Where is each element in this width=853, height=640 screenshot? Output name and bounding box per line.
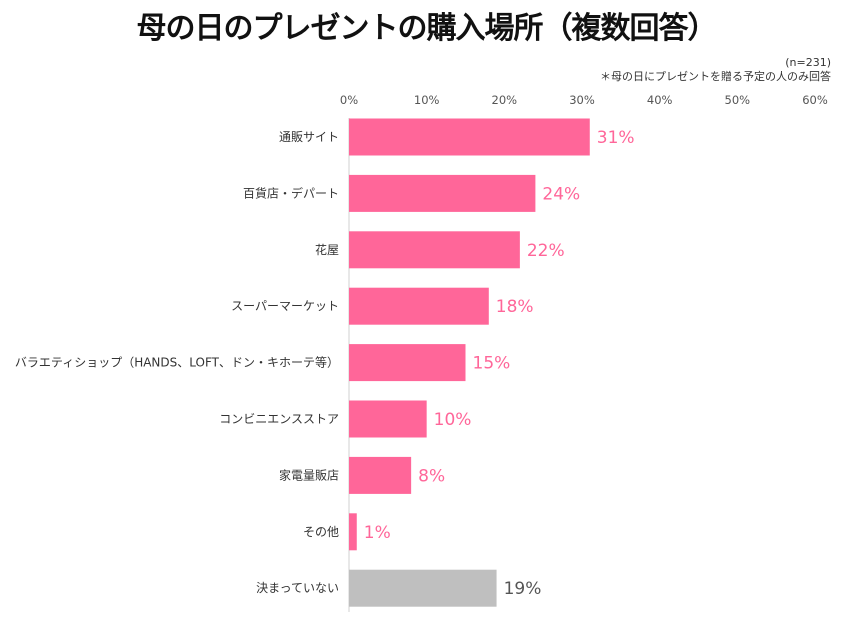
category-label: 通販サイト <box>279 130 339 144</box>
data-label: 24% <box>542 184 580 204</box>
bar <box>349 231 520 269</box>
x-tick-label: 0% <box>340 93 358 107</box>
data-label: 18% <box>496 297 534 317</box>
bar <box>349 456 412 494</box>
bar <box>349 569 497 607</box>
respondent-note: ＊母の日にプレゼントを贈る予定の人のみ回答 <box>600 70 831 83</box>
category-label: 家電量販店 <box>279 467 339 482</box>
category-label: 決まっていない <box>256 581 339 595</box>
category-label: バラエティショップ（HANDS、LOFT、ドン・キホーテ等） <box>15 356 339 370</box>
data-label: 31% <box>597 128 635 148</box>
data-label: 19% <box>504 579 542 599</box>
x-tick-label: 40% <box>647 93 673 107</box>
sample-size-note: (n=231) <box>785 56 831 69</box>
category-label: コンビニエンスストア <box>219 412 339 426</box>
category-label: その他 <box>303 525 339 539</box>
bar <box>349 344 466 382</box>
x-tick-label: 50% <box>725 93 751 107</box>
category-label: 百貨店・デパート <box>243 185 339 200</box>
category-label: 花屋 <box>315 242 339 257</box>
data-label: 15% <box>473 354 511 374</box>
bar <box>349 400 427 438</box>
x-tick-label: 10% <box>414 93 440 107</box>
bar <box>349 513 357 551</box>
data-label: 1% <box>364 523 391 543</box>
x-tick-label: 20% <box>492 93 518 107</box>
x-tick-label: 60% <box>802 93 828 107</box>
chart-title: 母の日のプレゼントの購入場所（複数回答） <box>136 11 718 46</box>
bar <box>349 287 489 325</box>
data-label: 10% <box>434 410 472 430</box>
bar <box>349 174 536 212</box>
bar <box>349 118 590 156</box>
data-label: 22% <box>527 241 565 261</box>
data-label: 8% <box>418 466 445 486</box>
category-label: スーパーマーケット <box>231 299 339 313</box>
x-tick-label: 30% <box>569 93 595 107</box>
